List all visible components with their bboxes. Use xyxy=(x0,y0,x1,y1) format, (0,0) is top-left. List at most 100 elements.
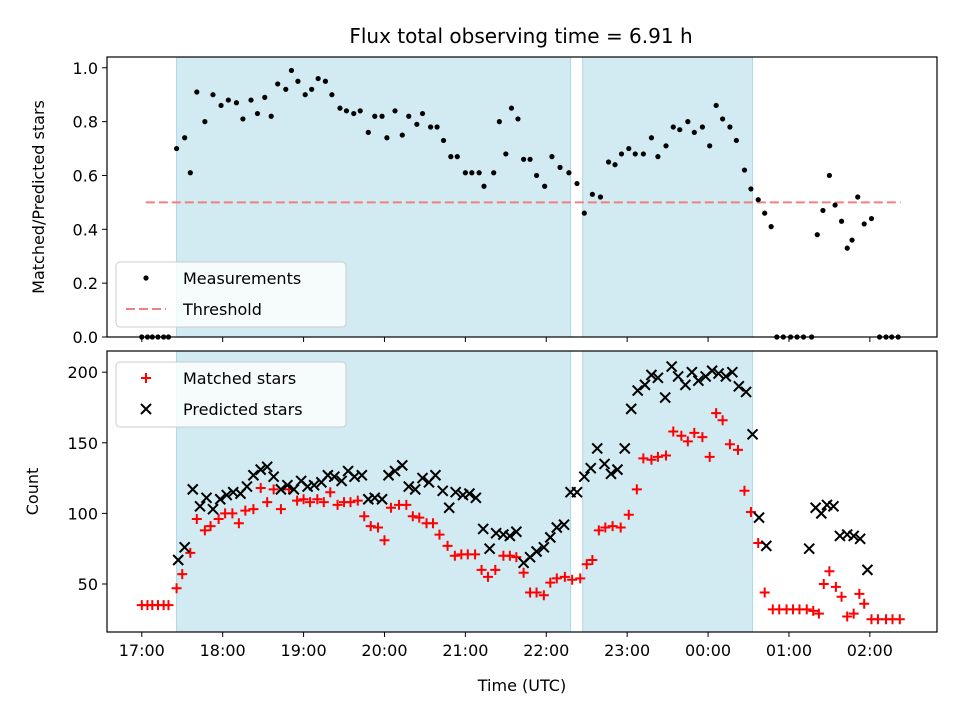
matched-stars-point xyxy=(575,573,586,584)
measurement-point xyxy=(626,145,632,152)
measurement-point xyxy=(194,89,200,95)
predicted-stars-point xyxy=(267,470,280,483)
matched-stars-point xyxy=(352,495,363,506)
predicted-stars-point xyxy=(335,475,348,487)
measurement-point xyxy=(357,108,363,114)
predicted-stars-point xyxy=(665,360,678,373)
y-tick-label: 0.6 xyxy=(73,166,98,185)
measurement-point xyxy=(419,110,426,117)
predicted-stars-point xyxy=(504,530,516,542)
predicted-stars-point xyxy=(619,442,631,455)
matched-stars-point xyxy=(813,608,824,619)
measurement-point xyxy=(720,116,726,122)
matched-stars-point xyxy=(385,502,396,513)
measurement-point xyxy=(861,221,867,227)
bottom-x-ticks: 17:00 18:00 19:00 20:00 21:00 22:00 23:00 00:00… xyxy=(119,632,893,660)
measurement-point xyxy=(663,143,669,149)
measurement-point xyxy=(240,116,246,122)
matched-stars-point xyxy=(732,444,743,455)
predicted-stars-point xyxy=(389,465,401,477)
matched-stars-point xyxy=(262,497,273,508)
measurement-point xyxy=(605,159,612,165)
x-tick-label: 21:00 xyxy=(442,641,488,660)
legend-label: Threshold xyxy=(182,300,262,319)
bottom-x-axis-label: Time (UTC) xyxy=(477,676,566,695)
matched-stars-point xyxy=(227,508,238,519)
predicted-stars-point xyxy=(429,469,442,481)
shaded-observing-intervals xyxy=(176,57,754,337)
measurement-point xyxy=(491,170,497,176)
predicted-stars-point xyxy=(178,541,191,553)
legend-marker-measurements xyxy=(143,275,149,281)
measurement-point xyxy=(640,151,646,157)
measurement-point xyxy=(427,124,434,130)
predicted-stars-point xyxy=(753,511,765,524)
matched-stars-point xyxy=(607,521,618,532)
predicted-stars-point xyxy=(356,469,368,481)
measurement-point xyxy=(302,92,308,98)
measurement-point xyxy=(225,97,231,103)
matched-stars-point xyxy=(511,552,522,563)
predicted-stars-point xyxy=(544,531,557,544)
matched-stars-point xyxy=(483,571,494,582)
predicted-stars-point xyxy=(686,366,698,378)
legend-box xyxy=(115,361,347,428)
y-tick-label: 150 xyxy=(67,434,98,453)
measurement-point xyxy=(399,132,405,138)
y-tick-label: 1.0 xyxy=(73,59,98,78)
measurement-point xyxy=(768,224,774,230)
y-tick-label: 0.8 xyxy=(73,113,98,132)
measurement-point xyxy=(503,151,509,157)
measurement-point xyxy=(648,135,655,141)
top-axes-frame xyxy=(106,56,938,338)
matched-stars-point xyxy=(848,608,859,619)
measurement-point xyxy=(210,92,216,98)
measurement-point xyxy=(868,215,875,222)
measurement-point xyxy=(741,167,748,173)
top-y-ticks: 0.0 0.2 0.4 0.6 0.8 1.0 xyxy=(73,59,107,347)
predicted-stars-point xyxy=(172,554,184,566)
measurement-point xyxy=(707,143,713,149)
bottom-axes-frame xyxy=(106,350,938,633)
legend-label: Matched stars xyxy=(183,369,296,388)
measurement-point xyxy=(581,210,587,216)
matched-stars-point xyxy=(407,511,418,522)
measurement-point xyxy=(462,170,468,176)
series-matched-stars xyxy=(136,408,905,625)
matched-stars-point xyxy=(365,521,376,532)
predicted-stars-point xyxy=(861,564,874,576)
measurement-point xyxy=(469,170,475,176)
matched-stars-point xyxy=(255,482,266,493)
matched-stars-point xyxy=(623,509,634,520)
measurement-point xyxy=(727,124,733,130)
measurement-point xyxy=(685,119,691,125)
matched-stars-point xyxy=(600,522,611,533)
measurement-point xyxy=(655,154,661,160)
matched-stars-point xyxy=(638,453,649,464)
matched-stars-point xyxy=(660,450,671,461)
matched-stars-point xyxy=(704,451,715,462)
measurement-point xyxy=(691,129,697,135)
x-tick-label: 18:00 xyxy=(200,641,246,660)
matched-stars-point xyxy=(191,514,202,525)
measurement-point xyxy=(849,237,855,243)
measurement-point xyxy=(288,67,295,74)
predicted-stars-point xyxy=(328,470,341,483)
matched-stars-point xyxy=(676,430,687,441)
matched-stars-point xyxy=(470,549,481,560)
matched-stars-point xyxy=(213,514,224,525)
matched-stars-point xyxy=(631,484,642,495)
predicted-stars-point xyxy=(416,472,429,484)
measurement-point xyxy=(814,232,820,238)
legend-label: Predicted stars xyxy=(183,400,303,419)
matched-stars-point xyxy=(717,415,728,426)
bottom-y-axis-label: Count xyxy=(23,468,42,516)
matched-stars-point xyxy=(824,566,835,577)
predicted-stars-point xyxy=(281,479,294,491)
matched-stars-point xyxy=(801,604,812,615)
shaded-interval-2 xyxy=(582,351,753,632)
series-predicted-stars xyxy=(172,360,874,576)
matched-stars-point xyxy=(859,598,870,609)
measurement-point xyxy=(262,94,268,100)
matched-stars-point xyxy=(233,518,244,529)
